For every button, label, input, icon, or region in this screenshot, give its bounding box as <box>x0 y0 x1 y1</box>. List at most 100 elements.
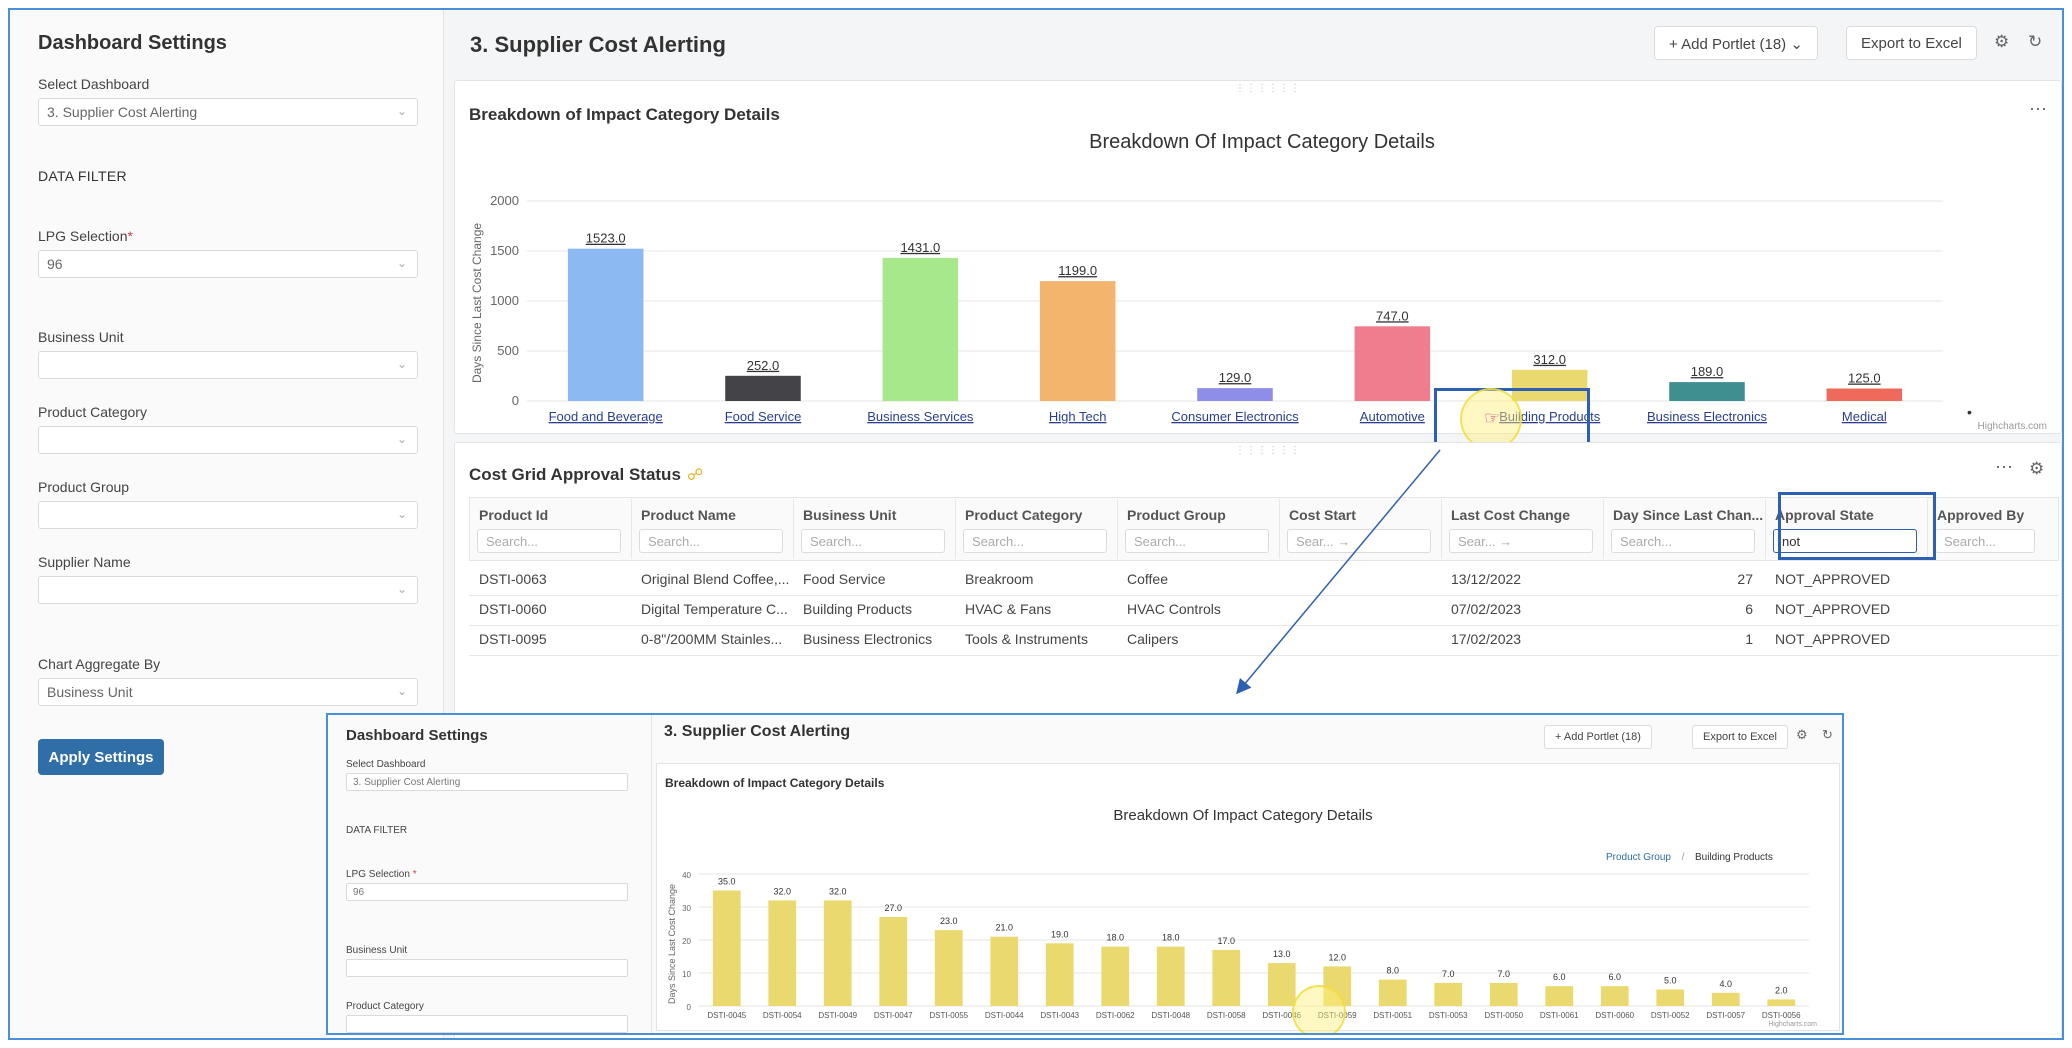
category-label[interactable]: Business Services <box>867 409 974 424</box>
export-to-excel-button[interactable]: Export to Excel <box>1846 26 1977 60</box>
drag-handle[interactable]: ⋮⋮⋮⋮⋮⋮ <box>1235 445 1301 456</box>
chart-title: Breakdown Of Impact Category Details <box>1089 131 1435 153</box>
column-filter-input[interactable]: Search... <box>963 529 1107 553</box>
column-header[interactable]: Product Group <box>1127 507 1226 523</box>
more-categories-indicator[interactable]: • <box>1967 404 1972 420</box>
bar[interactable] <box>1826 388 1903 402</box>
select-dashboard-value: 3. Supplier Cost Alerting <box>47 104 198 120</box>
row-divider <box>469 625 2059 626</box>
bar[interactable] <box>1656 989 1685 1007</box>
supplier-name-label: Supplier Name <box>38 554 131 570</box>
more-options-icon[interactable]: ⋯ <box>1995 457 2013 477</box>
bar[interactable] <box>823 900 852 1006</box>
product-group-dropdown[interactable]: ⌄ <box>38 501 418 529</box>
table-cell: Calipers <box>1127 631 1179 647</box>
bar[interactable] <box>1600 986 1629 1006</box>
category-label: DSTI-0045 <box>707 1011 746 1020</box>
column-filter-input[interactable]: Search... <box>1125 529 1269 553</box>
inset-add-portlet-button[interactable]: + Add Portlet (18) <box>1544 725 1652 749</box>
column-header[interactable]: Approved By <box>1937 507 2025 523</box>
inset-product-category-dropdown[interactable] <box>346 1015 628 1033</box>
column-header[interactable]: Product Category <box>965 507 1083 523</box>
drag-handle[interactable]: ⋮⋮⋮⋮⋮⋮ <box>1235 83 1301 94</box>
highlight-approval-state-filter <box>1778 492 1936 560</box>
inset-refresh-icon[interactable]: ↻ <box>1822 727 1833 742</box>
refresh-icon[interactable]: ↻ <box>2028 32 2043 51</box>
column-filter-input[interactable]: Sear... → <box>1449 529 1593 553</box>
column-header[interactable]: Business Unit <box>803 507 897 523</box>
bar[interactable] <box>1434 982 1463 1006</box>
add-portlet-button[interactable]: + Add Portlet (18) ⌄ <box>1654 26 1818 60</box>
bar[interactable] <box>1101 946 1130 1006</box>
data-label: 189.0 <box>1691 364 1724 379</box>
lpg-selection-dropdown[interactable]: 96 ⌄ <box>38 250 418 278</box>
category-label[interactable]: Medical <box>1842 409 1887 424</box>
bar[interactable] <box>1156 946 1185 1006</box>
more-options-icon[interactable]: ⋯ <box>2029 99 2047 119</box>
bar[interactable] <box>768 900 797 1006</box>
bar[interactable] <box>1511 369 1588 401</box>
select-dashboard-dropdown[interactable]: 3. Supplier Cost Alerting ⌄ <box>38 98 418 126</box>
column-filter-input[interactable]: Sear... → <box>1287 529 1431 553</box>
apply-settings-button[interactable]: Apply Settings <box>38 739 164 775</box>
link-icon[interactable]: ☍ <box>687 467 704 484</box>
data-label: 747.0 <box>1376 308 1409 323</box>
data-label: 4.0 <box>1719 979 1732 989</box>
bar[interactable] <box>882 257 959 401</box>
bar[interactable] <box>712 890 741 1007</box>
column-filter-input[interactable]: not <box>1773 529 1917 553</box>
inset-chart-portlet: Breakdown of Impact Category Details Bre… <box>656 763 1840 1031</box>
category-label[interactable]: High Tech <box>1049 409 1107 424</box>
column-header[interactable]: Day Since Last Chan... <box>1613 507 1764 523</box>
column-filter-input[interactable]: Search... <box>639 529 783 553</box>
column-filter-input[interactable]: Search... <box>1935 529 2035 553</box>
bar[interactable] <box>934 930 963 1006</box>
gear-icon[interactable]: ⚙ <box>1994 32 2010 51</box>
data-label: 23.0 <box>940 916 958 926</box>
bar[interactable] <box>1378 979 1407 1006</box>
bar[interactable] <box>1489 982 1518 1006</box>
chart-aggregate-dropdown[interactable]: Business Unit ⌄ <box>38 678 418 706</box>
category-label[interactable]: Food Service <box>725 409 802 424</box>
table-cell: Original Blend Coffee,... <box>641 571 790 587</box>
product-category-dropdown[interactable]: ⌄ <box>38 426 418 454</box>
column-header[interactable]: Last Cost Change <box>1451 507 1571 523</box>
column-filter-input[interactable]: Search... <box>477 529 621 553</box>
bar[interactable] <box>1197 388 1273 401</box>
bar[interactable] <box>725 375 801 401</box>
column-filter-input[interactable]: Search... <box>1611 529 1755 553</box>
click-indicator <box>1460 388 1522 450</box>
inset-business-unit-dropdown[interactable] <box>346 959 628 977</box>
inset-select-dashboard-dropdown[interactable]: 3. Supplier Cost Alerting <box>346 773 628 791</box>
inset-lpg-dropdown[interactable]: 96 <box>346 883 628 901</box>
row-divider <box>469 595 2059 596</box>
category-label[interactable]: Consumer Electronics <box>1171 409 1299 424</box>
bar[interactable] <box>1045 943 1074 1006</box>
category-label[interactable]: Food and Beverage <box>549 409 663 424</box>
category-label[interactable]: Building Products <box>1499 409 1601 424</box>
category-label[interactable]: Business Electronics <box>1647 409 1767 424</box>
bar[interactable] <box>1039 281 1116 401</box>
inset-export-button[interactable]: Export to Excel <box>1692 725 1788 749</box>
bar[interactable] <box>1354 326 1431 401</box>
column-header[interactable]: Product Name <box>641 507 736 523</box>
column-header[interactable]: Product Id <box>479 507 549 523</box>
column-filter-input[interactable]: Search... <box>801 529 945 553</box>
bar[interactable] <box>879 916 908 1006</box>
bar[interactable] <box>567 248 644 401</box>
gear-icon[interactable]: ⚙ <box>2029 459 2045 478</box>
inset-gear-icon[interactable]: ⚙ <box>1796 727 1808 742</box>
bar[interactable] <box>1545 986 1574 1006</box>
bar[interactable] <box>1267 963 1296 1006</box>
bar[interactable] <box>990 936 1019 1006</box>
business-unit-dropdown[interactable]: ⌄ <box>38 351 418 379</box>
bar[interactable] <box>1711 992 1740 1006</box>
bar[interactable] <box>1669 382 1745 401</box>
drilldown-breadcrumb-link[interactable]: Product Group <box>1606 852 1671 863</box>
supplier-name-dropdown[interactable]: ⌄ <box>38 576 418 604</box>
column-header[interactable]: Approval State <box>1775 507 1874 523</box>
bar[interactable] <box>1767 999 1796 1006</box>
category-label[interactable]: Automotive <box>1360 409 1425 424</box>
column-header[interactable]: Cost Start <box>1289 507 1356 523</box>
bar[interactable] <box>1212 949 1241 1006</box>
